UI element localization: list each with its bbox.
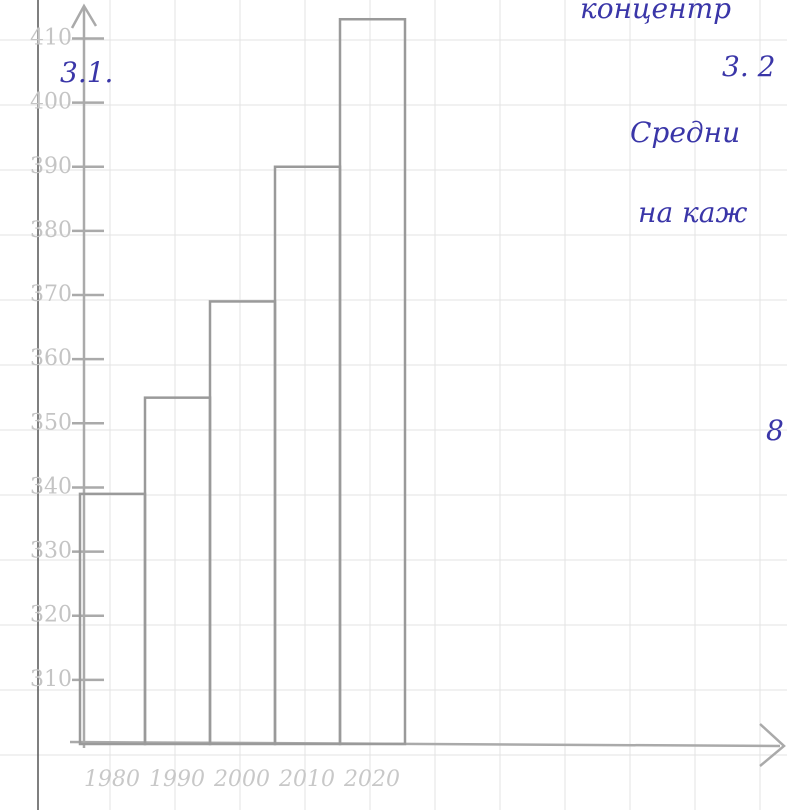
annotation: на каж [638,196,747,229]
x-tick-label: 2020 [343,767,400,792]
annotation: 8 [766,414,784,447]
x-tick-label: 1990 [149,767,205,792]
annotation: концентр [580,0,731,25]
y-tick-label: 350 [30,410,72,435]
y-tick-label: 340 [30,474,72,499]
annotation: Средни [630,116,740,149]
x-tick-label: 1980 [84,767,140,792]
y-tick-label: 320 [30,603,72,628]
y-tick-label: 330 [30,539,72,564]
bar [78,492,147,746]
x-tick-label: 2000 [213,767,270,792]
bar [273,165,342,746]
bar [208,300,277,746]
y-tick-label: 390 [30,154,72,179]
y-tick-label: 380 [30,218,72,243]
bar [143,396,212,746]
x-tick-label: 2010 [278,767,335,792]
axes [69,3,786,767]
y-tick-label: 360 [30,346,72,371]
y-tick-label: 400 [30,90,72,115]
bar [338,17,407,746]
y-tick-label: 410 [30,25,72,50]
chart-title: 3.1. [60,56,113,89]
annotation: 3. 2 [722,50,775,83]
y-tick-label: 310 [30,667,72,692]
y-tick-label: 370 [30,282,72,307]
